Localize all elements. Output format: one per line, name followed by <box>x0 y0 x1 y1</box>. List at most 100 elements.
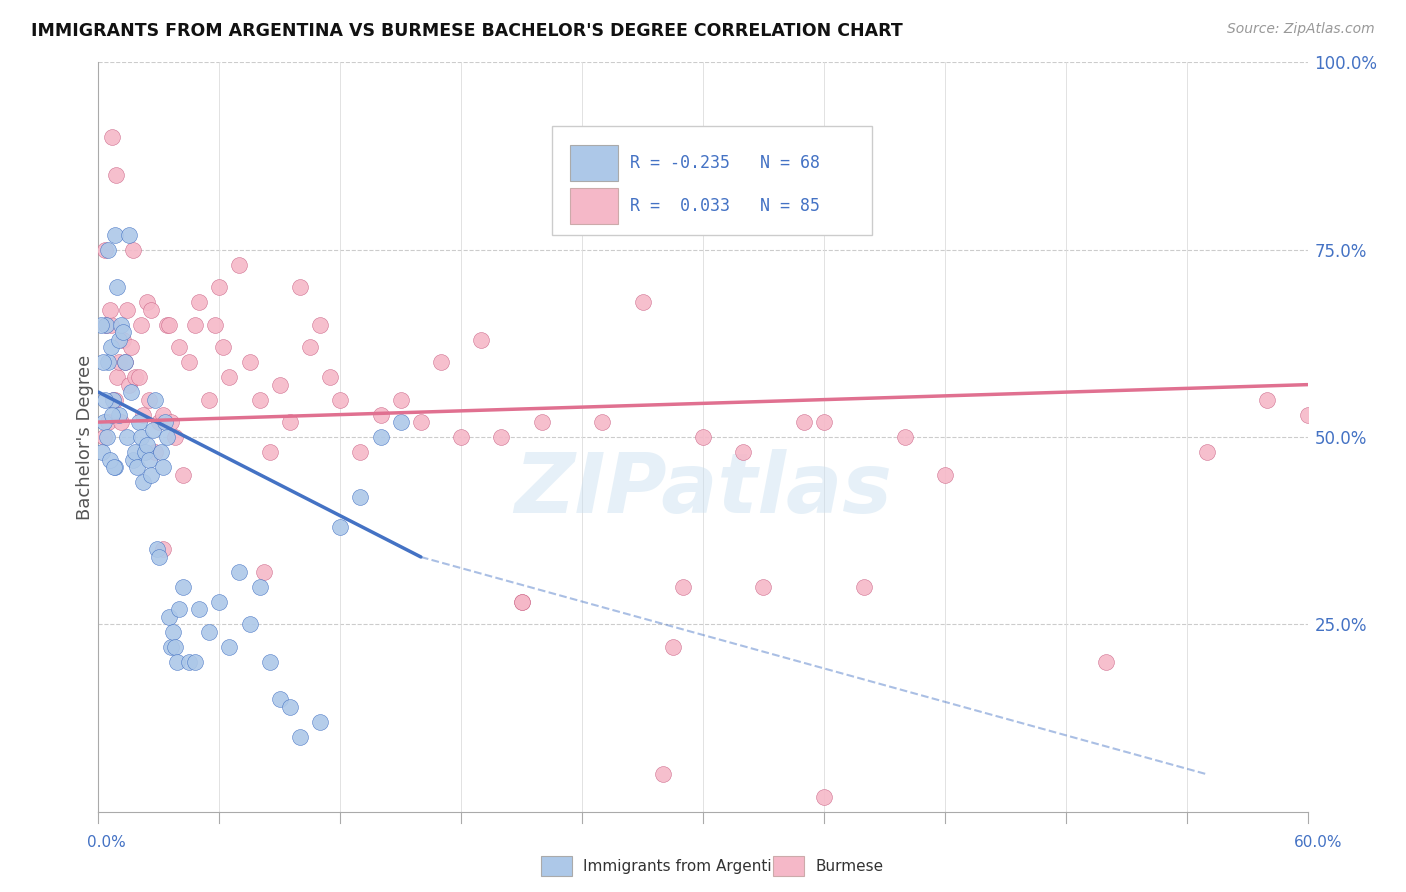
Point <box>152 408 174 422</box>
Point <box>1296 408 1319 422</box>
Point <box>124 370 146 384</box>
Point <box>157 318 180 332</box>
Point <box>249 392 271 407</box>
Point <box>148 415 170 429</box>
FancyBboxPatch shape <box>569 187 619 224</box>
Point <box>105 280 128 294</box>
Point <box>104 168 127 182</box>
Point <box>107 408 129 422</box>
Point <box>135 437 157 451</box>
Point <box>152 542 174 557</box>
Text: 0.0%: 0.0% <box>87 836 127 850</box>
Point <box>125 460 148 475</box>
Point <box>510 595 533 609</box>
Point <box>96 430 118 444</box>
Point <box>100 130 122 145</box>
Point <box>204 318 226 332</box>
Point <box>93 415 115 429</box>
Point <box>103 460 125 475</box>
Point <box>143 392 166 407</box>
Point <box>146 542 169 557</box>
Point <box>156 318 179 332</box>
Point <box>450 430 472 444</box>
Point <box>156 430 179 444</box>
Point <box>329 520 352 534</box>
Point <box>121 452 143 467</box>
Text: Source: ZipAtlas.com: Source: ZipAtlas.com <box>1227 22 1375 37</box>
Point <box>672 580 695 594</box>
Point <box>94 243 117 257</box>
Point <box>101 392 124 407</box>
Point <box>157 610 180 624</box>
Point <box>259 445 281 459</box>
Point <box>239 355 262 369</box>
Point <box>430 355 453 369</box>
Point <box>349 490 371 504</box>
Point <box>752 580 775 594</box>
Point <box>172 467 194 482</box>
Point <box>107 333 129 347</box>
Point <box>1256 392 1278 407</box>
Point <box>269 377 291 392</box>
Point <box>167 602 190 616</box>
Point <box>96 318 118 332</box>
Point <box>651 767 673 781</box>
Point <box>120 385 142 400</box>
Point <box>278 415 301 429</box>
Point <box>288 730 311 744</box>
Point <box>121 243 143 257</box>
Point <box>139 467 162 482</box>
Point <box>692 430 714 444</box>
Text: IMMIGRANTS FROM ARGENTINA VS BURMESE BACHELOR'S DEGREE CORRELATION CHART: IMMIGRANTS FROM ARGENTINA VS BURMESE BAC… <box>31 22 903 40</box>
Point <box>128 370 150 384</box>
Point <box>184 655 207 669</box>
Point <box>129 430 152 444</box>
Point <box>110 415 132 429</box>
Point <box>218 640 240 654</box>
Point <box>188 602 211 616</box>
Point <box>249 580 271 594</box>
Point <box>115 430 138 444</box>
Point <box>138 392 160 407</box>
Point <box>162 624 184 639</box>
Point <box>166 655 188 669</box>
Point <box>661 640 683 654</box>
Point <box>208 595 231 609</box>
Point <box>163 430 186 444</box>
Point <box>94 392 117 407</box>
Point <box>93 430 115 444</box>
Point <box>510 595 533 609</box>
Point <box>269 692 291 706</box>
Point <box>389 392 412 407</box>
Point <box>167 340 190 354</box>
Point <box>793 415 815 429</box>
Point <box>188 295 211 310</box>
Point <box>491 430 513 444</box>
Text: Immigrants from Argentina: Immigrants from Argentina <box>583 859 792 873</box>
Point <box>591 415 613 429</box>
Point <box>389 415 412 429</box>
Point <box>198 392 221 407</box>
Point <box>153 415 176 429</box>
Point <box>98 302 121 317</box>
Point <box>97 415 120 429</box>
Text: R =  0.033   N = 85: R = 0.033 N = 85 <box>630 196 821 215</box>
Point <box>239 617 262 632</box>
Point <box>288 280 311 294</box>
Point <box>299 340 322 354</box>
Point <box>148 549 170 564</box>
Point <box>179 655 201 669</box>
Text: ZIPatlas: ZIPatlas <box>515 449 891 530</box>
Point <box>111 333 134 347</box>
Point <box>152 460 174 475</box>
Text: R = -0.235   N = 68: R = -0.235 N = 68 <box>630 153 821 172</box>
Point <box>90 318 112 332</box>
Point <box>138 452 160 467</box>
Point <box>105 370 128 384</box>
Point <box>163 640 186 654</box>
Point <box>470 333 492 347</box>
Point <box>134 445 156 459</box>
Point <box>129 318 152 332</box>
Y-axis label: Bachelor's Degree: Bachelor's Degree <box>76 354 94 520</box>
Point <box>118 377 141 392</box>
